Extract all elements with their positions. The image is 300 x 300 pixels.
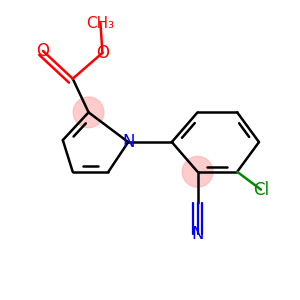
Circle shape bbox=[182, 156, 213, 187]
Text: N: N bbox=[191, 225, 204, 243]
Text: Cl: Cl bbox=[253, 181, 269, 199]
Text: CH₃: CH₃ bbox=[86, 16, 115, 31]
Circle shape bbox=[73, 97, 104, 128]
Text: N: N bbox=[122, 133, 134, 151]
Text: O: O bbox=[37, 42, 50, 60]
Text: O: O bbox=[96, 44, 109, 62]
